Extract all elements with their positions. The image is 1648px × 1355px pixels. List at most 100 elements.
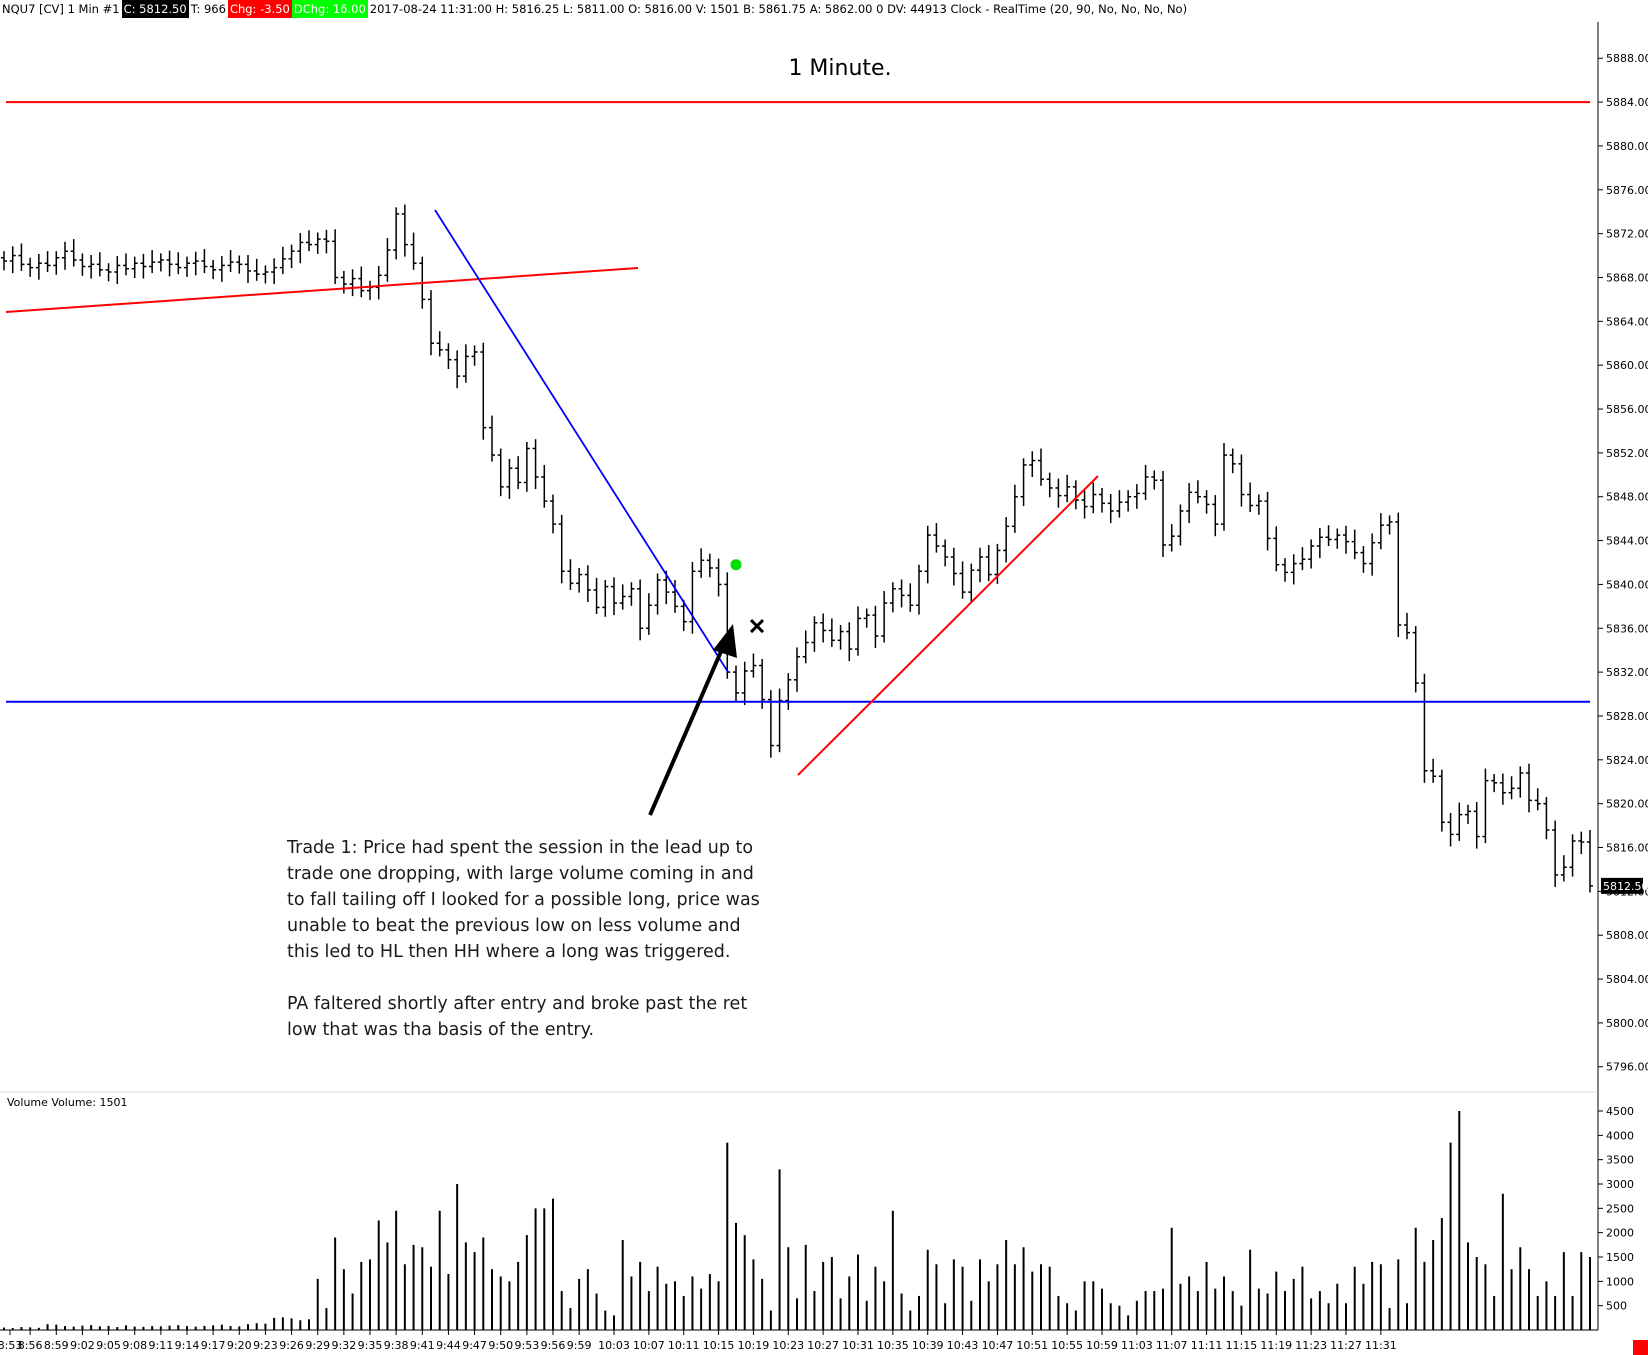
ohlc-bar [62,241,68,270]
ohlc-bar [558,514,565,584]
time-tick-label: 11:27 [1330,1339,1362,1352]
ohlc-bar [828,618,835,647]
red-trend-line [5,267,639,313]
ohlc-bar [1395,512,1402,638]
ohlc-bar [297,233,304,264]
ohlc-bar [53,251,60,275]
ohlc-bar [1125,490,1132,512]
ohlc-bar [1203,490,1210,514]
price-tick-label: 5836.00 [1606,622,1648,635]
time-axis: 8:538:56 8:59 9:02 9:05 9:08 9:11 9:14 9:17 9:20… [0,1329,1598,1352]
ohlc-bar [889,582,896,613]
ohlc-bar [933,523,940,553]
volume-tick-label: 3000 [1606,1178,1634,1191]
time-tick-label: 9:23 [253,1339,278,1352]
ohlc-bar [1133,484,1140,509]
time-tick-label: 9:35 [358,1339,383,1352]
ohlc-bar [1229,448,1236,474]
volume-tick-label: 3500 [1606,1154,1634,1167]
ohlc-bar [1377,513,1384,550]
ohlc-bar [724,572,731,679]
header-ticks: T: 966 [190,2,226,16]
ohlc-bar [367,280,373,300]
corner-marker[interactable] [1633,1340,1648,1355]
ohlc-bar [1360,546,1367,573]
ohlc-bar [454,350,461,389]
volume-tick-label: 2000 [1606,1227,1634,1240]
ohlc-bar [1020,458,1027,507]
ohlc-bar [445,343,452,370]
ohlc-bar [532,439,539,490]
ohlc-bar [1168,524,1175,552]
ohlc-bar [1116,490,1123,518]
ohlc-bar [436,331,443,357]
ohlc-bar [584,565,591,602]
time-tick-label: 9:59 [567,1339,592,1352]
price-tick-label: 5804.00 [1606,973,1648,986]
volume-tick-label: 1000 [1606,1275,1634,1288]
ohlc-bar [1072,480,1079,510]
time-tick-label: 9:29 [305,1339,330,1352]
ohlc-bar [1038,448,1044,486]
ohlc-bar [1046,472,1053,498]
ohlc-bar [602,580,609,617]
annotation-arrow [648,639,728,816]
ohlc-bar [1290,554,1297,585]
ohlc-bar [680,599,687,632]
ohlc-bar [523,441,530,492]
ohlc-bar [1421,673,1428,783]
time-tick-label: 9:50 [488,1339,513,1352]
time-tick-label: 11:07 [1156,1339,1188,1352]
ohlc-bar [776,688,783,753]
ohlc-bar [1560,855,1567,882]
time-tick-label: 10:39 [912,1339,944,1352]
price-tick-label: 5848.00 [1606,491,1648,504]
trade-note: Trade 1: Price had spent the session in … [286,838,760,1040]
volume-tick-label: 2500 [1606,1202,1634,1215]
ohlc-bar [44,251,51,273]
ohlc-bar [645,593,652,635]
ohlc-bar [637,579,644,641]
time-tick-label: 10:15 [703,1339,735,1352]
ohlc-bar [1430,758,1437,783]
ohlc-bar [218,256,225,282]
time-tick-label: 9:20 [227,1339,252,1352]
time-tick-label: 9:02 [70,1339,95,1352]
ohlc-bar [393,207,400,260]
ohlc-bar [968,563,975,602]
ohlc-bar [1003,517,1010,563]
ohlc-bar [1194,480,1201,504]
ohlc-bar [271,258,278,285]
ohlc-bar [985,544,992,582]
ohlc-bar [977,547,983,583]
chart-header: NQU7 [CV] 1 Min #1 C: 5812.50 T: 966 Chg: -… [0,0,1189,18]
volume-bars [3,1111,1591,1330]
volume-axis: 4500 4000 3500 3000 2500 2000 1500 1000 500 [0,1091,1634,1313]
ohlc-bar [794,647,800,692]
price-tick-label: 5864.00 [1606,315,1648,328]
ohlc-bar [332,229,339,285]
ohlc-bar [654,573,661,615]
ohlc-bar [916,564,922,615]
ohlc-bar [619,584,626,610]
ohlc-bar [1142,464,1149,501]
time-tick-label: 9:05 [96,1339,121,1352]
ohlc-bar [1011,484,1018,533]
ohlc-bar [462,344,469,383]
ohlc-bar [1456,802,1463,841]
ohlc-bar [1107,493,1114,524]
ohlc-bar [288,244,295,269]
ohlc-bar [1499,773,1506,805]
ohlc-bar [375,265,382,300]
ohlc-bar [785,673,792,710]
ohlc-bar [1238,454,1245,507]
header-close: C: 5812.50 [121,0,189,18]
ohlc-bar [1369,533,1376,576]
ohlc-bar [1465,804,1471,824]
price-tick-label: 5856.00 [1606,403,1648,416]
time-tick-label: 8:56 [18,1339,43,1352]
ohlc-bar [898,579,905,608]
price-tick-label: 5816.00 [1606,842,1648,855]
time-tick-label: 10:11 [668,1339,700,1352]
